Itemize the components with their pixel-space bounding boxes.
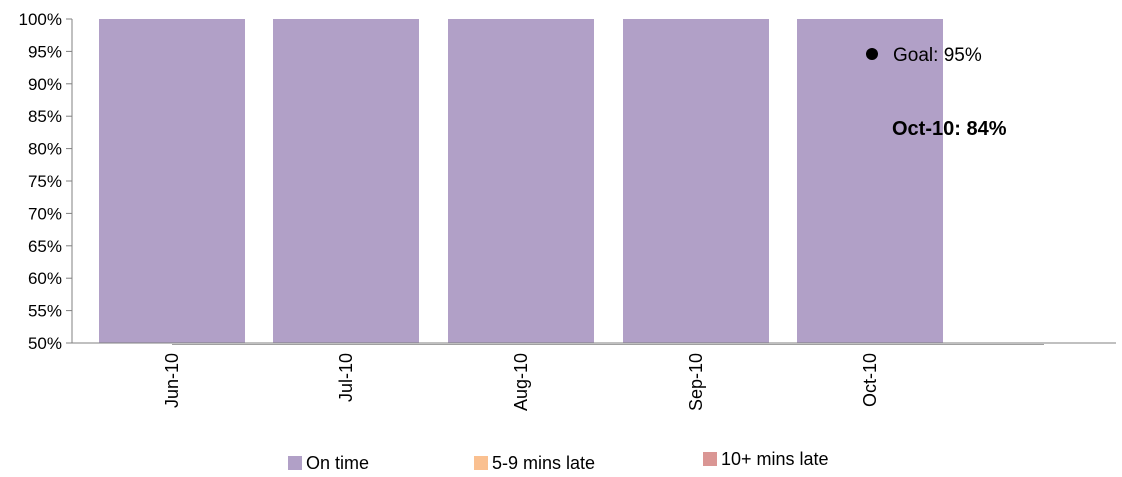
x-tick-label: Sep-10 [686,353,706,411]
oct-callout: Oct-10: 84% [892,118,1007,140]
legend-swatch [703,452,717,466]
y-tick-label: 55% [28,302,62,321]
bar-on-time-sep-10 [623,19,769,343]
goal-marker [866,48,878,60]
y-tick-label: 100% [19,10,62,29]
legend-label: On time [306,453,369,473]
bars [99,19,943,343]
y-tick-label: 70% [28,204,62,223]
y-tick-label: 75% [28,172,62,191]
x-tick-label: Jun-10 [162,353,182,408]
y-tick-label: 95% [28,42,62,61]
legend: On time 5-9 mins late 10+ mins late [288,449,829,473]
x-tick-label: Oct-10 [860,353,880,407]
bar-on-time-aug-10 [448,19,594,343]
bar-on-time-jun-10 [99,19,245,343]
legend-swatch [474,456,488,470]
y-tick-label: 80% [28,140,62,159]
bar-on-time-jul-10 [273,19,419,343]
y-tick-label: 60% [28,269,62,288]
goal-label: Goal: 95% [893,45,982,66]
y-axis: 50% 55% 60% 65% 70% 75% 80% 85% 90% 95% 100% [19,10,72,353]
goal-annotation: Goal: 95% [866,45,982,66]
x-tick-label: Jul-10 [336,353,356,402]
x-tick-label: Aug-10 [511,353,531,411]
legend-label: 10+ mins late [721,449,829,469]
axes [71,19,1116,345]
legend-swatch [288,456,302,470]
y-tick-label: 50% [28,334,62,353]
y-tick-label: 90% [28,75,62,94]
x-axis: Jun-10 Jul-10 Aug-10 Sep-10 Oct-10 [162,353,880,411]
bar-on-time-oct-10 [797,19,943,343]
y-tick-label: 65% [28,237,62,256]
legend-label: 5-9 mins late [492,453,595,473]
y-tick-label: 85% [28,107,62,126]
